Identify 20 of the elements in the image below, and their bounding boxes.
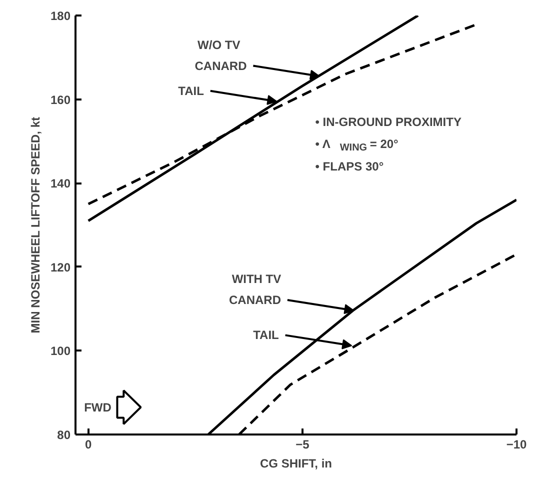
- annotation: • IN-GROUND PROXIMITY: [315, 114, 462, 129]
- x-tick-label: −10: [506, 438, 528, 452]
- y-axis-title: MIN NOSEWHEEL LIFTOFF SPEED, kt: [28, 116, 42, 334]
- y-tick-label: 180: [50, 9, 71, 23]
- y-tick-label: 80: [57, 428, 71, 442]
- y-tick-label: 160: [50, 92, 71, 107]
- y-tick-label: 100: [50, 344, 71, 358]
- y-tick-label: 120: [50, 260, 71, 274]
- annotation: WITH TV: [232, 272, 282, 286]
- annotation: CANARD: [194, 58, 248, 73]
- annotation: FWD: [84, 400, 112, 414]
- x-axis-title: CG SHIFT, in: [260, 456, 332, 470]
- x-tick-label: −5: [296, 438, 310, 452]
- x-tick-label: 0: [85, 438, 92, 452]
- y-tick-label: 140: [50, 176, 71, 191]
- annotation: CANARD: [229, 293, 282, 307]
- annotation: TAIL: [253, 328, 279, 342]
- annotation: TAIL: [178, 84, 204, 98]
- annotation: W/O TV: [198, 38, 240, 52]
- annotation: • FLAPS 30°: [315, 159, 384, 174]
